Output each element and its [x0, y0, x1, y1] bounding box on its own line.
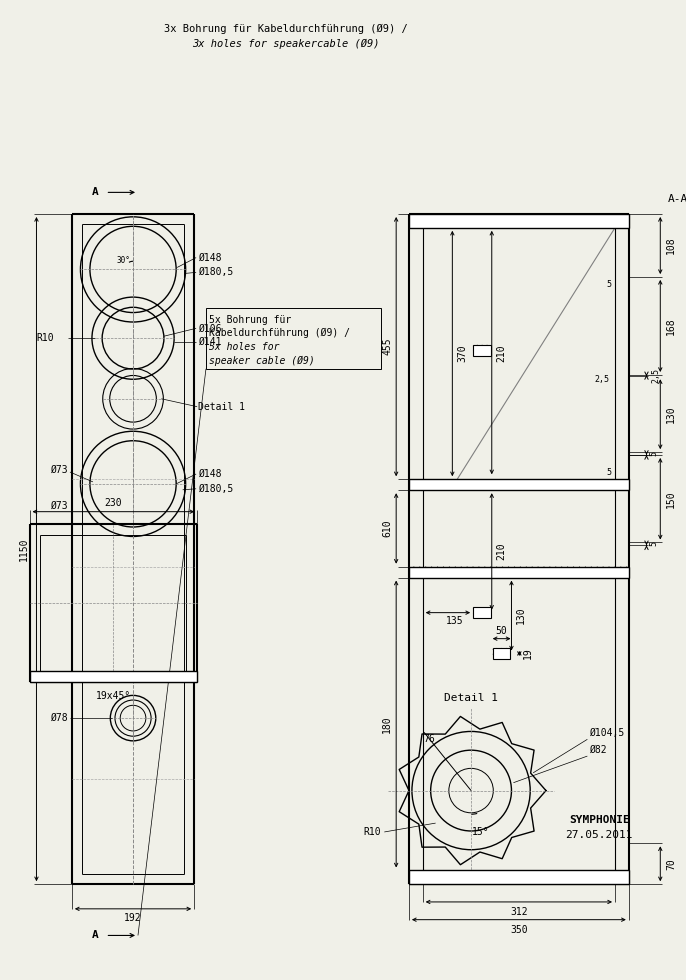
Bar — [206, 308, 381, 368]
Bar — [409, 214, 629, 228]
Text: 135: 135 — [445, 615, 463, 625]
Text: SYMPHONIE: SYMPHONIE — [569, 815, 630, 825]
Text: 5x holes for: 5x holes for — [209, 342, 279, 352]
Text: Ø148: Ø148 — [198, 253, 222, 263]
Bar — [493, 648, 510, 659]
Text: Ø148: Ø148 — [198, 469, 222, 479]
Text: 27.05.2011: 27.05.2011 — [565, 830, 633, 840]
Text: 5: 5 — [606, 280, 611, 289]
Text: 5x Bohrung für: 5x Bohrung für — [209, 315, 291, 324]
Text: Ø82: Ø82 — [589, 745, 607, 756]
Text: 70: 70 — [666, 858, 676, 869]
Text: 192: 192 — [124, 912, 142, 923]
Text: 108: 108 — [666, 237, 676, 255]
Text: 19x45°: 19x45° — [96, 691, 131, 701]
Text: 180: 180 — [382, 715, 392, 733]
Text: A-A: A-A — [668, 194, 686, 204]
Text: 210: 210 — [497, 345, 507, 363]
Text: 610: 610 — [382, 519, 392, 537]
Bar — [409, 566, 629, 577]
Bar — [409, 870, 629, 884]
Bar — [473, 608, 490, 618]
Text: 2,5: 2,5 — [652, 368, 661, 383]
Text: Ø106: Ø106 — [198, 323, 222, 333]
Text: Ø180,5: Ø180,5 — [198, 484, 233, 494]
Text: 312: 312 — [510, 906, 528, 917]
Text: 30°: 30° — [116, 256, 130, 265]
Text: R10: R10 — [36, 333, 54, 343]
Text: 1150: 1150 — [19, 537, 29, 561]
Text: 5: 5 — [650, 451, 659, 456]
Text: 168: 168 — [666, 318, 676, 335]
Text: 3x holes for speakercable (Ø9): 3x holes for speakercable (Ø9) — [192, 38, 379, 49]
Text: 230: 230 — [104, 498, 122, 508]
Text: speaker cable (Ø9): speaker cable (Ø9) — [209, 356, 315, 366]
Text: 370: 370 — [457, 345, 467, 363]
Text: 15°: 15° — [472, 827, 490, 837]
Text: Ø180,5: Ø180,5 — [198, 268, 233, 277]
Text: 130: 130 — [517, 607, 526, 624]
Text: 350: 350 — [510, 924, 528, 935]
Text: 5: 5 — [606, 468, 611, 477]
Text: Ø73: Ø73 — [50, 466, 68, 475]
Bar — [473, 345, 490, 356]
Text: 19: 19 — [523, 648, 533, 660]
Bar — [409, 479, 629, 490]
Bar — [29, 671, 197, 682]
Text: Detail 1: Detail 1 — [444, 693, 498, 703]
Text: Ø104,5: Ø104,5 — [589, 728, 624, 738]
Text: 455: 455 — [382, 338, 392, 356]
Text: 150: 150 — [666, 490, 676, 508]
Text: 50: 50 — [496, 626, 508, 636]
Text: 210: 210 — [497, 543, 507, 561]
Text: 76: 76 — [424, 734, 436, 745]
Text: R10: R10 — [364, 827, 381, 837]
Text: 3x Bohrung für Kabeldurchführung (Ø9) /: 3x Bohrung für Kabeldurchführung (Ø9) / — [164, 24, 407, 34]
Text: Ø141: Ø141 — [198, 337, 222, 347]
Text: Ø78: Ø78 — [50, 713, 68, 723]
Text: Kabeldurchführung (Ø9) /: Kabeldurchführung (Ø9) / — [209, 328, 350, 338]
Text: A: A — [92, 187, 99, 197]
Text: Detail 1: Detail 1 — [198, 402, 245, 412]
Text: Ø73: Ø73 — [50, 501, 68, 511]
Text: 130: 130 — [666, 406, 676, 423]
Text: 2,5: 2,5 — [594, 375, 609, 384]
Text: 5: 5 — [650, 541, 659, 547]
Text: A: A — [92, 930, 99, 941]
